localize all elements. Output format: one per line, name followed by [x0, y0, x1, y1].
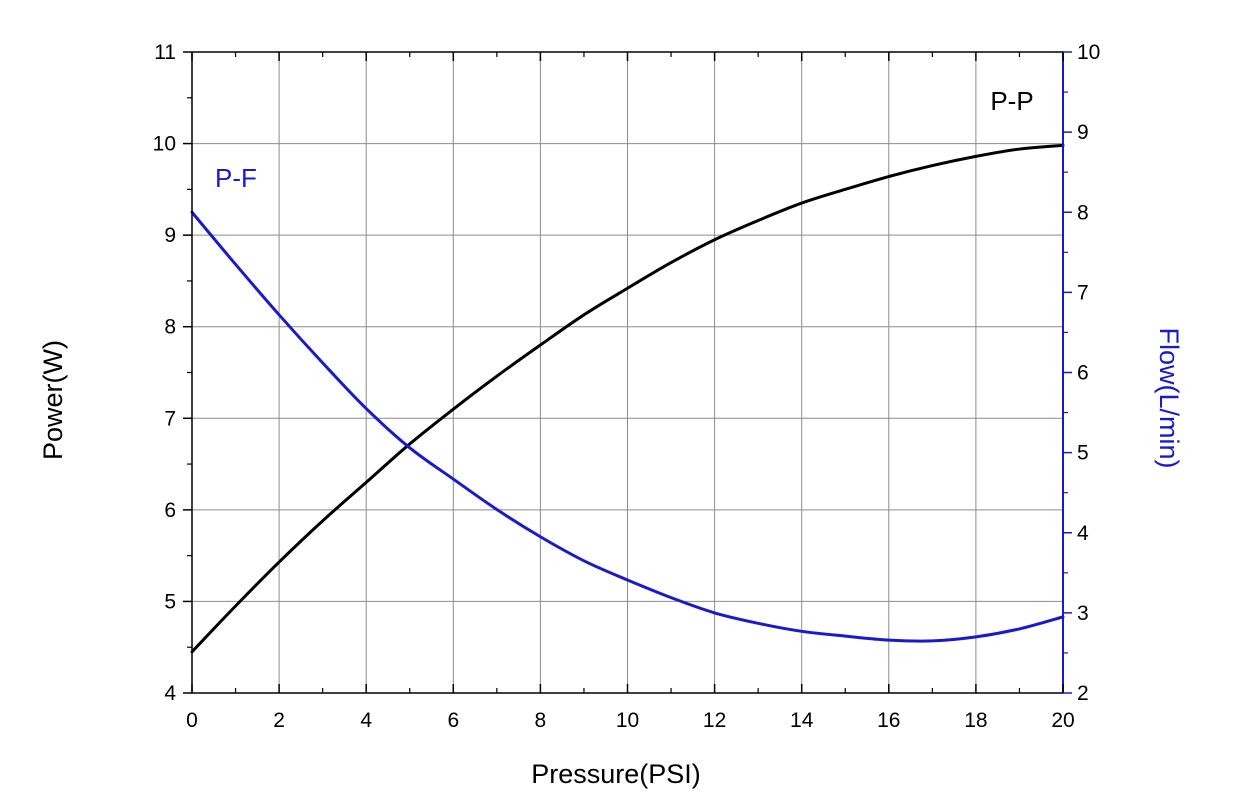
- y-left-tick-label: 9: [164, 224, 176, 247]
- y-right-tick-label: 6: [1077, 362, 1089, 385]
- y-left-tick-label: 6: [164, 499, 176, 522]
- y-axis-left-title: Power(W): [38, 340, 68, 460]
- x-tick-label: 8: [535, 709, 547, 732]
- x-tick-label: 2: [273, 709, 285, 732]
- y-left-tick-label: 4: [164, 682, 176, 705]
- series-label-p-p: P-P: [990, 86, 1033, 116]
- x-tick-label: 12: [703, 709, 726, 732]
- x-tick-label: 10: [616, 709, 639, 732]
- x-tick-label: 18: [964, 709, 987, 732]
- y-right-tick-label: 9: [1077, 121, 1089, 144]
- x-tick-label: 20: [1051, 709, 1074, 732]
- x-tick-label: 6: [447, 709, 459, 732]
- x-tick-label: 4: [360, 709, 372, 732]
- series-layer: [190, 143, 1065, 654]
- x-tick-label: 16: [877, 709, 900, 732]
- y-left-tick-label: 8: [164, 316, 176, 339]
- y-left-tick-label: 11: [154, 41, 176, 64]
- tick-labels: 0 2 4 6 8 10 12 14 16 18 20 4 5 6 7 8 9 10 11 2 3 4 5 6 7 8 9 10: [153, 41, 1101, 732]
- y-right-tick-label: 2: [1077, 682, 1089, 705]
- y-axis-right-title: Flow(L/min): [1154, 327, 1184, 468]
- y-right-tick-label: 10: [1077, 41, 1100, 64]
- y-right-tick-label: 5: [1077, 442, 1089, 465]
- y-left-tick-label: 10: [153, 133, 176, 156]
- y-right-tick-label: 8: [1077, 201, 1089, 224]
- x-axis-title: Pressure(PSI): [531, 759, 701, 789]
- series-line-p-f: [190, 210, 1065, 643]
- grid-lines: [191, 51, 1064, 694]
- tick-marks: [183, 51, 1072, 694]
- x-tick-label: 14: [790, 709, 814, 732]
- series-line-p-p: [190, 143, 1065, 654]
- y-left-tick-label: 7: [164, 407, 176, 430]
- y-left-tick-label: 5: [164, 590, 176, 613]
- x-tick-label: 0: [186, 709, 198, 732]
- y-right-tick-label: 7: [1077, 281, 1089, 304]
- series-label-p-f: P-F: [215, 163, 257, 193]
- y-right-tick-label: 4: [1077, 522, 1089, 545]
- y-right-tick-label: 3: [1077, 602, 1089, 625]
